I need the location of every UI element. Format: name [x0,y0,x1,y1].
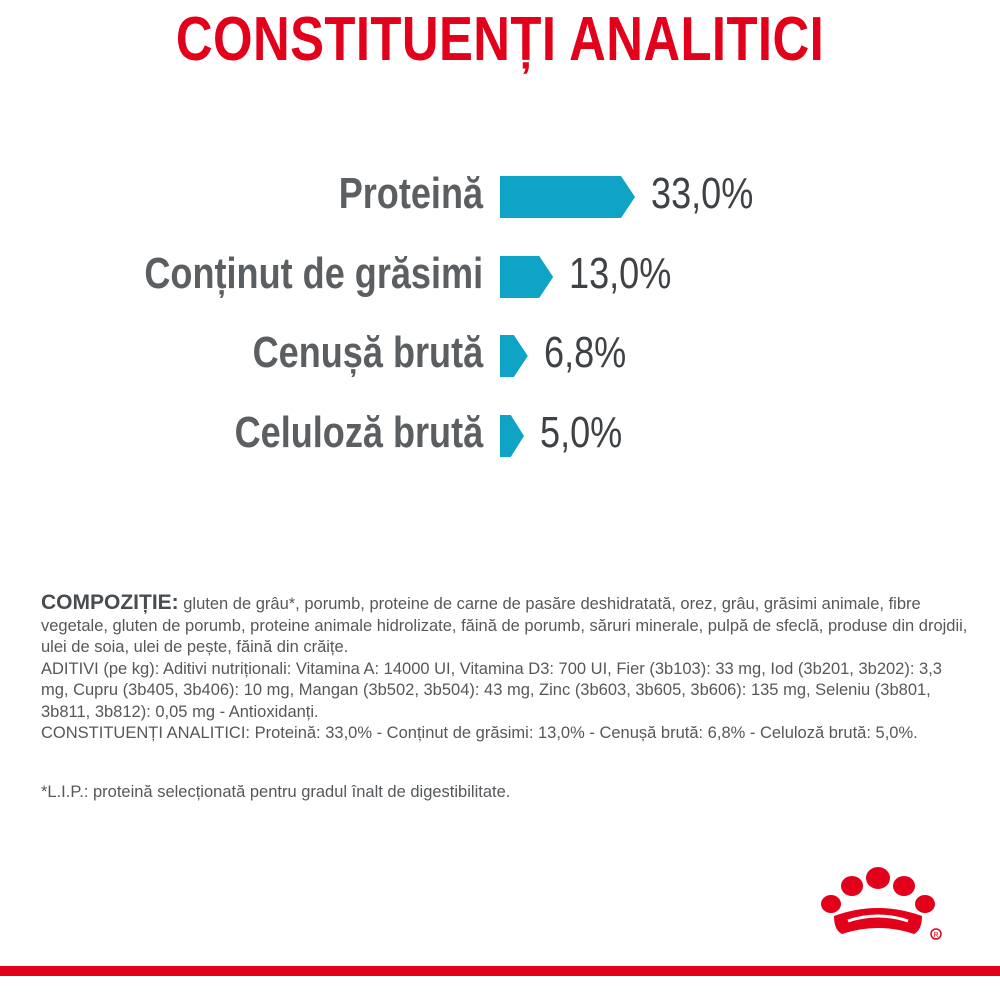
value-bar-shape [500,256,554,298]
category-label: Celuloză brută [234,408,483,457]
category-label: Conținut de grăsimi [144,249,483,298]
value-label: 6,8% [543,328,627,377]
composition-block: COMPOZIȚIE: gluten de grâu*, porumb, pro… [41,592,971,745]
analytic-chart: Proteină 33,0% Conținut de grăsimi 13,0% Cen… [144,169,754,457]
category-label: Cenușă brută [252,328,483,377]
page-title: CONSTITUENȚI ANALITICI [175,5,825,74]
composition-ingredients-text: gluten de grâu*, porumb, proteine de car… [41,595,968,656]
royal-canin-crown-icon: R [818,864,946,949]
value-label: 33,0% [651,169,754,218]
composition-constituents: CONSTITUENȚI ANALITICI: Proteină: 33,0% … [41,724,918,742]
svg-text:R: R [933,932,938,939]
category-label: Proteină [338,169,483,218]
footnote: *L.I.P.: proteină selecționată pentru gr… [41,783,511,801]
value-bar-shape [500,415,524,457]
value-bar [500,415,524,457]
value-bar-shape [500,176,635,218]
composition-ingredients: COMPOZIȚIE: gluten de grâu*, porumb, pro… [41,592,971,659]
value-bar [500,256,554,298]
value-label: 5,0% [540,408,623,457]
brand-bottom-bar [0,966,1000,976]
value-bar [500,176,635,218]
composition-additives: ADITIVI (pe kg): Aditivi nutriționali: V… [41,659,942,721]
value-label: 13,0% [569,249,672,298]
composition-lead: COMPOZIȚIE: [41,591,179,614]
value-bar-shape [500,335,528,377]
value-bar [500,335,528,377]
